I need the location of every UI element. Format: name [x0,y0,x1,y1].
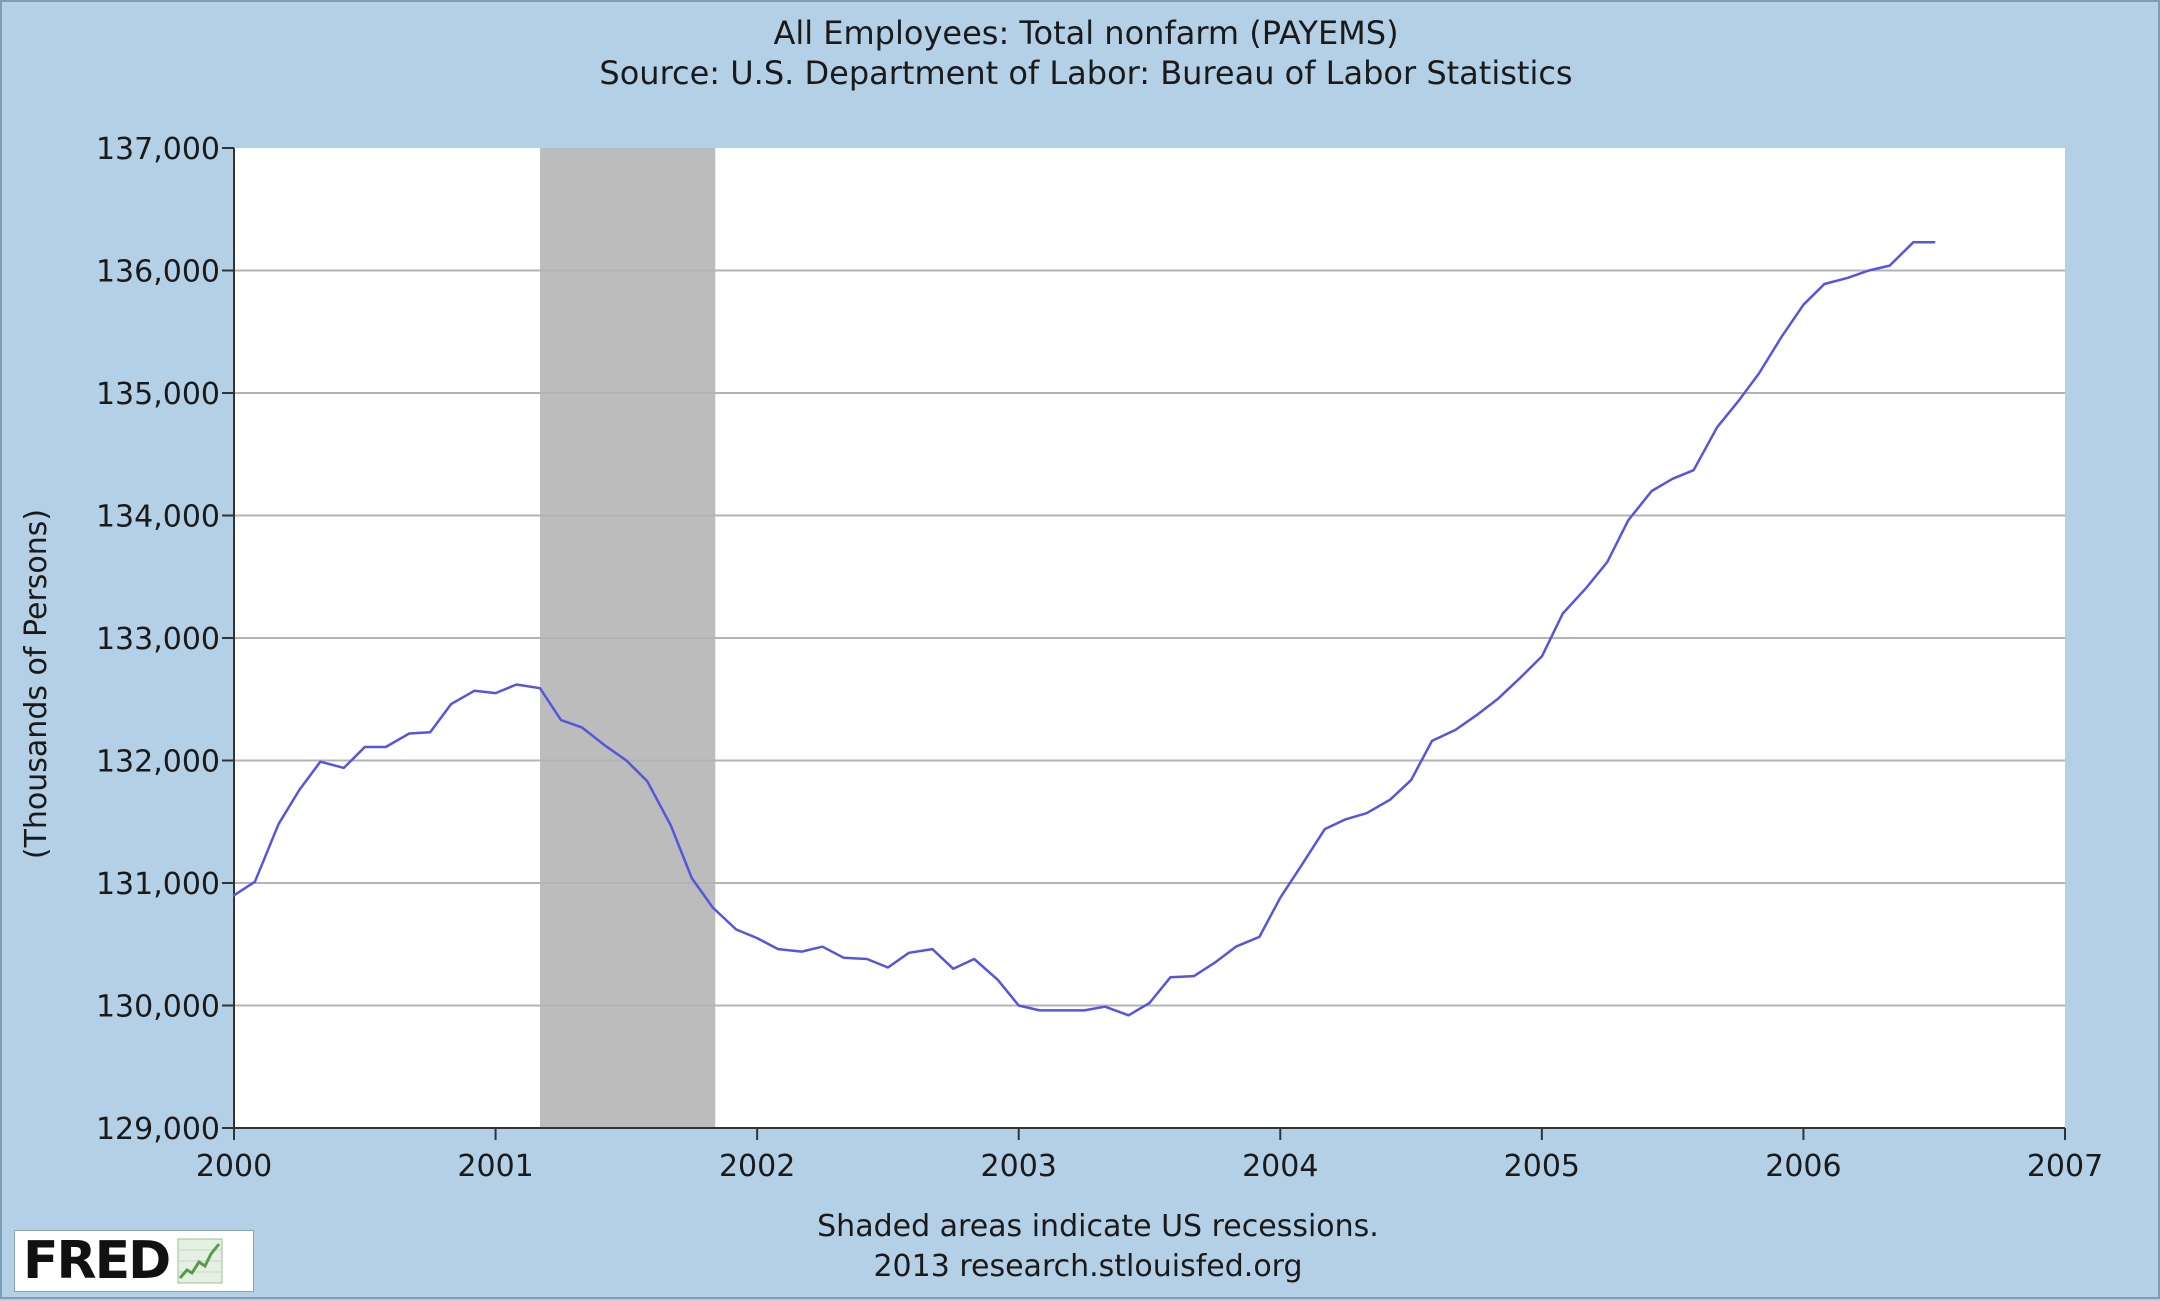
chart-title: All Employees: Total nonfarm (PAYEMS) [773,14,1398,52]
footer-source: 2013 research.stlouisfed.org [873,1249,1302,1284]
x-tick-label: 2007 [2027,1149,2103,1184]
plot-area-group: 129,000 130,000 131,000 132,000 133,000 134,0… [96,132,2103,1184]
footer-note: Shaded areas indicate US recessions. [817,1209,1379,1244]
x-tick-label: 2006 [1765,1149,1841,1184]
y-tick-label: 132,000 [96,745,220,780]
chart-subtitle: Source: U.S. Department of Labor: Bureau… [599,54,1572,92]
x-tick-label: 2000 [196,1149,272,1184]
y-tick-label: 136,000 [96,255,220,290]
x-tick-label: 2004 [1242,1149,1318,1184]
y-tick-label: 137,000 [96,132,220,167]
y-tick-label: 129,000 [96,1112,220,1147]
y-tick-label: 134,000 [96,500,220,535]
fred-graph-icon [177,1238,223,1284]
fred-logo: FRED [14,1230,254,1292]
x-tick-label: 2001 [457,1149,533,1184]
x-tick-label: 2005 [1504,1149,1580,1184]
x-tick-label: 2003 [981,1149,1057,1184]
y-tick-label: 131,000 [96,867,220,902]
y-axis-label: (Thousands of Persons) [19,509,54,859]
y-tick-label: 135,000 [96,377,220,412]
y-tick-label: 133,000 [96,622,220,657]
fred-logo-text: FRED [23,1231,171,1291]
x-tick-label: 2002 [719,1149,795,1184]
series-line-0 [232,241,1936,1017]
y-tick-label: 130,000 [96,990,220,1025]
